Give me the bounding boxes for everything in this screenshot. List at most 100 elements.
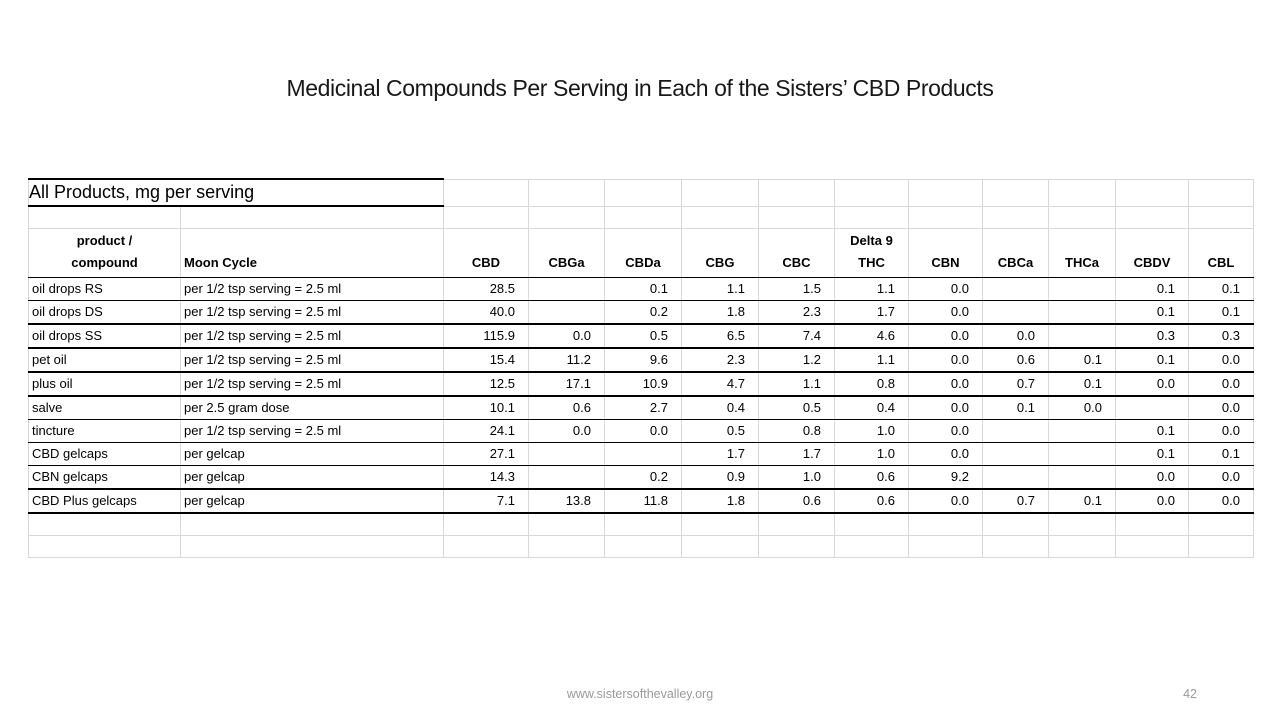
value-cell: 0.0 (908, 419, 983, 443)
value-cell: 1.5 (758, 277, 835, 301)
table-row: oil drops DS per 1/2 tsp serving = 2.5 ml… (28, 300, 1254, 325)
column-header: CBD (443, 228, 529, 278)
column-header: CBDa (604, 228, 682, 278)
column-header: CBDV (1115, 228, 1189, 278)
caption-filler-cell (1115, 178, 1189, 207)
value-cell: 1.1 (681, 277, 759, 301)
moon-cycle-cell: per gelcap (180, 489, 444, 514)
column-header: Moon Cycle (180, 228, 444, 278)
table-row: CBN gelcaps per gelcap 14.3 0.2 0.9 1.0 0.6 9.2… (28, 465, 1254, 490)
value-cell: 0.0 (1188, 419, 1254, 443)
value-cell: 27.1 (443, 442, 529, 466)
value-cell: 15.4 (443, 348, 529, 373)
value-cell: 0.0 (1115, 489, 1189, 514)
value-cell (1048, 277, 1116, 301)
value-cell (1048, 419, 1116, 443)
table-row: CBD Plus gelcaps per gelcap 7.1 13.8 11.8 1.8… (28, 489, 1254, 514)
value-cell (528, 465, 605, 490)
value-cell: 0.1 (1115, 419, 1189, 443)
value-cell: 12.5 (443, 372, 529, 397)
value-cell (1115, 396, 1189, 420)
value-cell: 0.4 (681, 396, 759, 420)
value-cell: 1.7 (758, 442, 835, 466)
spacer-cell (28, 206, 181, 229)
value-cell (528, 277, 605, 301)
value-cell: 10.9 (604, 372, 682, 397)
value-cell: 0.0 (1048, 396, 1116, 420)
slide-title: Medicinal Compounds Per Serving in Each … (286, 75, 994, 101)
spacer-cell (834, 206, 909, 229)
value-cell: 1.0 (834, 442, 909, 466)
spacer-cell (982, 206, 1049, 229)
value-cell: 14.3 (443, 465, 529, 490)
value-cell: 1.2 (758, 348, 835, 373)
products-table: All Products, mg per serving product / co… (28, 178, 1254, 558)
value-cell: 0.5 (604, 324, 682, 349)
value-cell: 1.7 (681, 442, 759, 466)
value-cell: 0.1 (1188, 442, 1254, 466)
value-cell: 0.1 (1115, 277, 1189, 301)
caption-filler-cell (834, 178, 909, 207)
spacer-cell (528, 206, 605, 229)
caption-filler-cell (1188, 178, 1254, 207)
empty-cell (1048, 535, 1116, 558)
empty-cell (28, 535, 181, 558)
value-cell (604, 442, 682, 466)
empty-cell (908, 513, 983, 536)
value-cell (1048, 442, 1116, 466)
value-cell: 0.6 (758, 489, 835, 514)
spacer-cell (908, 206, 983, 229)
page-number: 42 (1183, 687, 1197, 701)
value-cell: 9.6 (604, 348, 682, 373)
value-cell: 4.6 (834, 324, 909, 349)
value-cell: 0.0 (982, 324, 1049, 349)
value-cell (982, 277, 1049, 301)
value-cell: 0.6 (834, 465, 909, 490)
spacer-cell (443, 206, 529, 229)
value-cell: 0.4 (834, 396, 909, 420)
empty-cell (982, 513, 1049, 536)
table-caption-row: All Products, mg per serving (28, 178, 1254, 207)
value-cell: 0.1 (1048, 348, 1116, 373)
moon-cycle-cell: per 1/2 tsp serving = 2.5 ml (180, 372, 444, 397)
value-cell: 24.1 (443, 419, 529, 443)
empty-cell (604, 535, 682, 558)
value-cell: 0.0 (908, 396, 983, 420)
moon-cycle-cell: per 2.5 gram dose (180, 396, 444, 420)
empty-cell (1115, 513, 1189, 536)
value-cell: 0.0 (1115, 372, 1189, 397)
value-cell: 0.0 (1188, 372, 1254, 397)
value-cell: 9.2 (908, 465, 983, 490)
value-cell: 10.1 (443, 396, 529, 420)
spacer-cell (180, 206, 444, 229)
table-row: pet oil per 1/2 tsp serving = 2.5 ml 15.4 1… (28, 348, 1254, 373)
moon-cycle-cell: per 1/2 tsp serving = 2.5 ml (180, 277, 444, 301)
value-cell: 2.3 (681, 348, 759, 373)
caption-filler-cell (1048, 178, 1116, 207)
value-cell: 115.9 (443, 324, 529, 349)
value-cell: 0.0 (1188, 396, 1254, 420)
column-header: CBN (908, 228, 983, 278)
value-cell (1048, 300, 1116, 325)
value-cell: 1.1 (758, 372, 835, 397)
empty-cell (834, 513, 909, 536)
caption-filler-cell (681, 178, 759, 207)
spacer-cell (1115, 206, 1189, 229)
value-cell: 11.8 (604, 489, 682, 514)
table-header-row: product / compound Moon Cycle CBD CBGa CBDa C… (28, 228, 1254, 278)
value-cell: 7.4 (758, 324, 835, 349)
empty-cell (758, 513, 835, 536)
product-cell: pet oil (28, 348, 181, 373)
moon-cycle-cell: per 1/2 tsp serving = 2.5 ml (180, 324, 444, 349)
value-cell: 0.0 (908, 300, 983, 325)
empty-cell (982, 535, 1049, 558)
spacer-cell (604, 206, 682, 229)
value-cell: 0.7 (982, 372, 1049, 397)
value-cell: 0.1 (982, 396, 1049, 420)
caption-filler-cell (758, 178, 835, 207)
column-header: Delta 9 THC (834, 228, 909, 278)
value-cell: 40.0 (443, 300, 529, 325)
value-cell: 0.1 (1188, 300, 1254, 325)
moon-cycle-cell: per 1/2 tsp serving = 2.5 ml (180, 348, 444, 373)
